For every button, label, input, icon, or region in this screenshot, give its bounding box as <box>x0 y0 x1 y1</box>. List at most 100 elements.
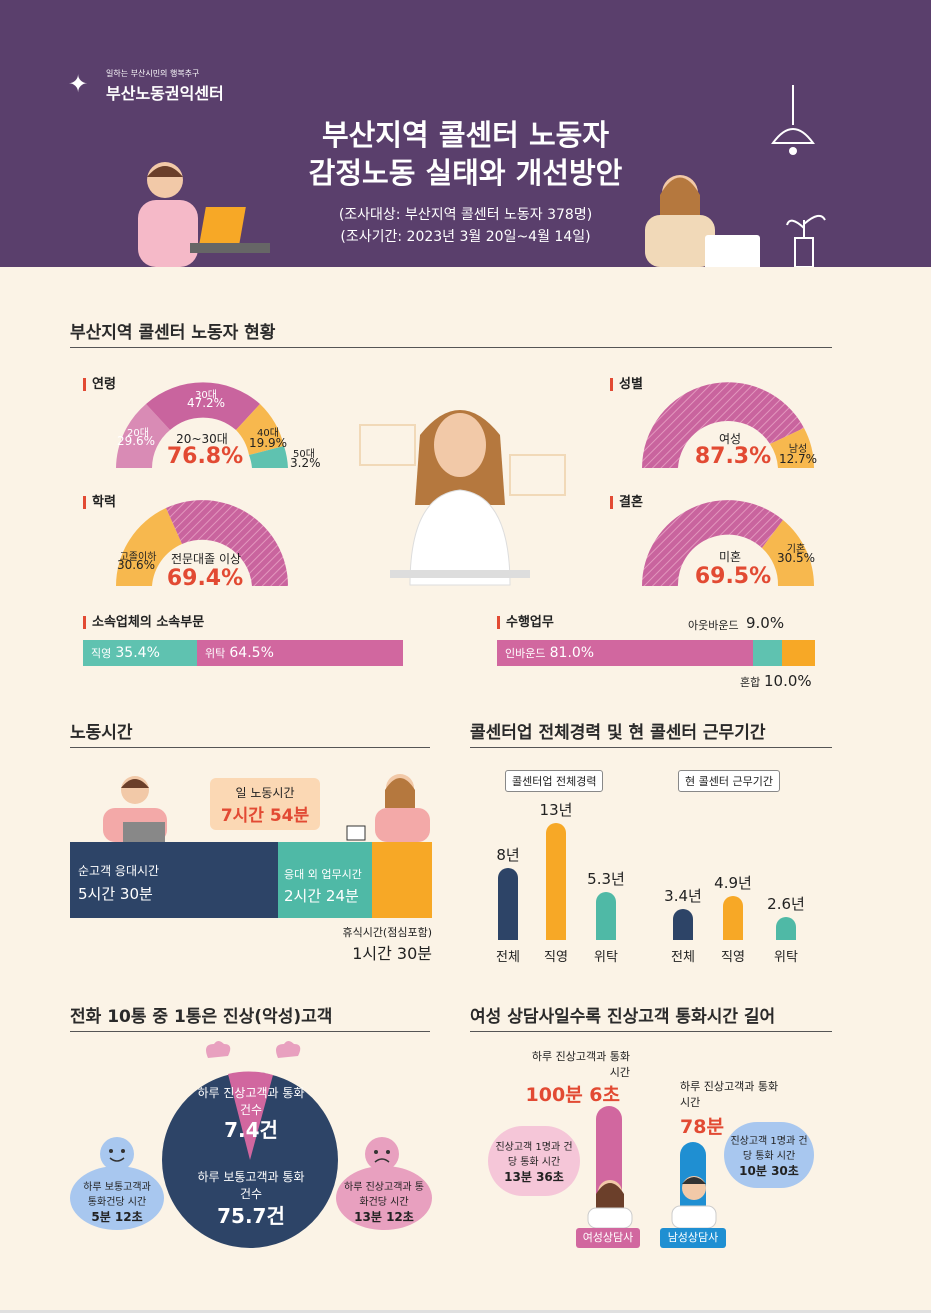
total-career-panel-label: 콜센터업 전체경력 <box>505 770 604 792</box>
career-total-bar-0 <box>498 868 518 940</box>
age-20s-name: 20대 <box>127 428 149 439</box>
tasks-label: 수행업무 <box>497 616 554 629</box>
marriage-other-label: 기혼 <box>786 544 806 555</box>
career-current-category-2: 위탁 <box>774 950 798 965</box>
career-current-bar-2 <box>776 916 796 940</box>
worker-illustration-left <box>138 162 270 267</box>
age-center-label: 20~30대 <box>176 432 228 446</box>
section-title-career: 콜센터업 전체경력 및 현 콜센터 근무기간 <box>470 718 832 748</box>
tasks-inbound-value: 81.0% <box>549 645 595 661</box>
section-title-status: 부산지역 콜센터 노동자 현황 <box>70 318 832 348</box>
male-time-value: 78분 <box>680 1116 724 1138</box>
worker-laptop-illustration <box>103 776 167 842</box>
education-label: 학력 <box>83 496 116 509</box>
male-counselor-illustration <box>671 1176 717 1228</box>
other-time-value: 2시간 24분 <box>284 887 359 905</box>
tasks-mixed-value: 10.0% <box>764 672 812 690</box>
career-current-bar-0 <box>673 909 693 940</box>
other-time-bar: 응대 외 업무시간 2시간 24분 <box>278 842 372 918</box>
footer-divider <box>0 1310 931 1313</box>
angry-face-icon <box>365 1137 399 1171</box>
rest-time-bar <box>372 842 432 918</box>
survey-period: (조사기간: 2023년 3월 20일~4월 14일) <box>340 229 591 245</box>
gender-other-value: 12.7% <box>778 452 818 466</box>
lamp-icon <box>771 85 815 155</box>
male-time-label: 하루 진상고객과 통화시간 <box>680 1080 779 1109</box>
female-per-call-label: 진상고객 1명과 건당 통화 시간 <box>495 1142 573 1168</box>
abusive-time-label: 하루 진상고객과 통화건당 시간 <box>344 1182 424 1208</box>
affiliation-direct-value: 35.4% <box>115 645 160 661</box>
normal-calls-value: 75.7건 <box>217 1204 285 1228</box>
worker-illustration-right <box>645 175 760 267</box>
career-total-value-0: 8년 <box>496 846 520 864</box>
career-total-bar-1 <box>546 823 566 940</box>
career-current-category-1: 직영 <box>721 950 745 965</box>
gender-other-label: 남성 <box>788 444 808 455</box>
counselor-illustration <box>359 410 566 586</box>
age-50s-value: 3.2% <box>290 456 321 470</box>
age-20s-value: 29.6% <box>116 434 156 448</box>
section-title-gender-time: 여성 상담사일수록 진상고객 통화시간 길어 <box>470 1002 832 1032</box>
male-per-call-value: 10분 30초 <box>739 1164 799 1178</box>
calls-pie <box>162 1041 338 1248</box>
career-total-category-1: 직영 <box>544 950 568 965</box>
career-current-category-0: 전체 <box>671 950 695 965</box>
education-other-value: 30.6% <box>116 558 156 572</box>
tasks-outbound-value: 9.0% <box>746 614 785 632</box>
age-30s-value: 47.2% <box>186 396 226 410</box>
education-donut <box>116 500 288 586</box>
affiliation-direct-label: 직영 <box>91 647 112 660</box>
tasks-outbound-bar <box>753 640 782 666</box>
age-center-value: 76.8% <box>166 444 244 469</box>
daily-hours-value: 7시간 54분 <box>220 806 310 826</box>
abusive-calls-value: 7.4건 <box>224 1118 278 1142</box>
tasks-inbound-bar: 인바운드 81.0% <box>497 640 753 666</box>
customer-time-label: 순고객 응대시간 <box>78 864 160 878</box>
gender-label: 성별 <box>610 378 643 391</box>
gender-donut <box>642 382 814 468</box>
female-counselor-illustration <box>587 1180 633 1228</box>
rest-time-label: 휴식시간(점심포함) <box>342 926 432 939</box>
daily-hours-box: 일 노동시간 7시간 54분 <box>210 778 320 830</box>
education-center-label: 전문대졸 이상 <box>170 552 242 566</box>
female-time-label: 하루 진상고객과 통화시간 <box>531 1050 630 1079</box>
marriage-other-value: 30.5% <box>776 551 816 565</box>
career-total-category-2: 위탁 <box>594 950 618 965</box>
title-line-1: 부산지역 콜센터 노동자 <box>322 118 609 152</box>
section-title-abusive: 전화 10통 중 1통은 진상(악성)고객 <box>70 1002 430 1032</box>
logo-name: 부산노동권익센터 <box>106 84 224 103</box>
normal-time-bubble: 하루 보통고객과 통화건당 시간 5분 12초 <box>70 1166 164 1230</box>
career-current-bar-1 <box>723 895 743 940</box>
affiliation-outsourced-bar: 위탁 64.5% <box>197 640 403 666</box>
logo-icon: ✦ <box>68 70 89 98</box>
age-50s-name: 50대 <box>293 449 315 460</box>
abusive-calls-label: 하루 진상고객과 통화건수 <box>197 1086 305 1117</box>
tasks-outbound-label: 아웃바운드 <box>688 619 739 632</box>
career-current-value-1: 4.9년 <box>714 873 752 892</box>
normal-time-value: 5분 12초 <box>91 1210 143 1224</box>
age-donut <box>116 382 288 468</box>
other-time-label: 응대 외 업무시간 <box>284 868 362 881</box>
career-total-value-2: 5.3년 <box>587 870 625 889</box>
age-40s-name: 40대 <box>257 428 279 439</box>
career-total-bar-2 <box>596 892 616 940</box>
tasks-mixed-label: 혼합 <box>740 676 761 689</box>
male-counselor-tag: 남성상담사 <box>660 1228 726 1248</box>
normal-calls-label: 하루 보통고객과 통화건수 <box>197 1170 305 1201</box>
education-other-label: 고졸이하 <box>119 552 157 563</box>
affiliation-outsourced-label: 위탁 <box>205 647 226 660</box>
marriage-center-value: 69.5% <box>694 564 772 589</box>
logo-tagline: 일하는 부산시민의 행복추구 <box>106 69 200 78</box>
gender-center-value: 87.3% <box>694 444 772 469</box>
header-banner: ✦ 일하는 부산시민의 행복추구 부산노동권익센터 부산지역 콜센터 노동자 감… <box>0 0 931 267</box>
affiliation-label: 소속업체의 소속부문 <box>83 616 204 629</box>
career-current-value-2: 2.6년 <box>767 894 805 913</box>
normal-time-label: 하루 보통고객과 통화건당 시간 <box>83 1182 151 1208</box>
title-line-2: 감정노동 실태와 개선방안 <box>308 156 623 190</box>
tasks-mixed-bar <box>782 640 815 666</box>
marriage-center-label: 미혼 <box>718 550 742 564</box>
affiliation-outsourced-value: 64.5% <box>229 645 274 661</box>
happy-face-icon <box>100 1137 134 1171</box>
female-per-call-value: 13분 36초 <box>504 1170 564 1184</box>
plant-icon <box>786 214 826 267</box>
